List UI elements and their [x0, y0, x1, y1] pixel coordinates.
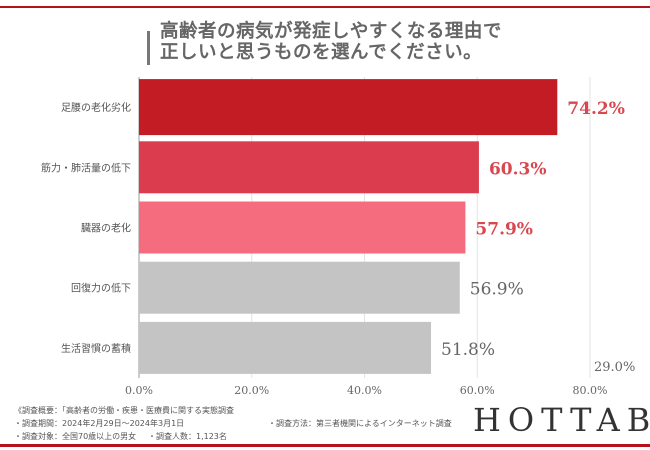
- footer-overview: 《調査概要：「高齢者の労働・疾患・医療費に関する実態調査: [14, 406, 234, 415]
- footer-method: ・調査方法：第三者機関によるインターネット調査: [268, 419, 452, 428]
- annotation-label: 29.0%: [594, 360, 635, 375]
- value-label: 57.9%: [475, 220, 533, 240]
- bar: [139, 141, 479, 194]
- x-tick-label: 60.0%: [460, 384, 495, 397]
- hottab-logo: HOTTAB: [473, 401, 650, 439]
- bottom-rule: [0, 444, 650, 447]
- value-label: 74.2%: [567, 99, 625, 119]
- x-tick-label: 80.0%: [573, 384, 608, 397]
- x-tick-label: 40.0%: [347, 384, 382, 397]
- value-label: 60.3%: [489, 159, 547, 179]
- category-label: 臓器の老化: [81, 222, 131, 235]
- bar: [139, 201, 466, 254]
- top-rule: [0, 6, 650, 8]
- category-label: 生活習慣の蓄積: [61, 342, 131, 355]
- footer-target: ・調査対象：全国70歳以上の男女: [14, 432, 137, 441]
- bar: [139, 79, 558, 136]
- value-label: 56.9%: [470, 280, 524, 300]
- chart-title: 高齢者の病気が発症しやすくなる理由で 正しいと思うものを選んでください。: [160, 21, 502, 63]
- footer-count: ・調査人数：1,123名: [148, 432, 227, 441]
- value-label: 51.8%: [441, 340, 495, 360]
- footer-period: ・調査期間：2024年2月29日～2024年3月1日: [14, 419, 185, 428]
- title-line-1: 高齢者の病気が発症しやすくなる理由で: [160, 21, 502, 42]
- x-tick-label: 0.0%: [125, 384, 153, 397]
- category-label: 回復力の低下: [71, 282, 131, 295]
- bar: [139, 261, 460, 314]
- x-tick-label: 20.0%: [234, 384, 269, 397]
- category-label: 筋力・肺活量の低下: [41, 161, 131, 174]
- title-accent-bar: [147, 31, 150, 65]
- category-label: 足腰の老化劣化: [61, 101, 131, 114]
- title-line-2: 正しいと思うものを選んでください。: [160, 42, 483, 63]
- bar: [139, 321, 432, 374]
